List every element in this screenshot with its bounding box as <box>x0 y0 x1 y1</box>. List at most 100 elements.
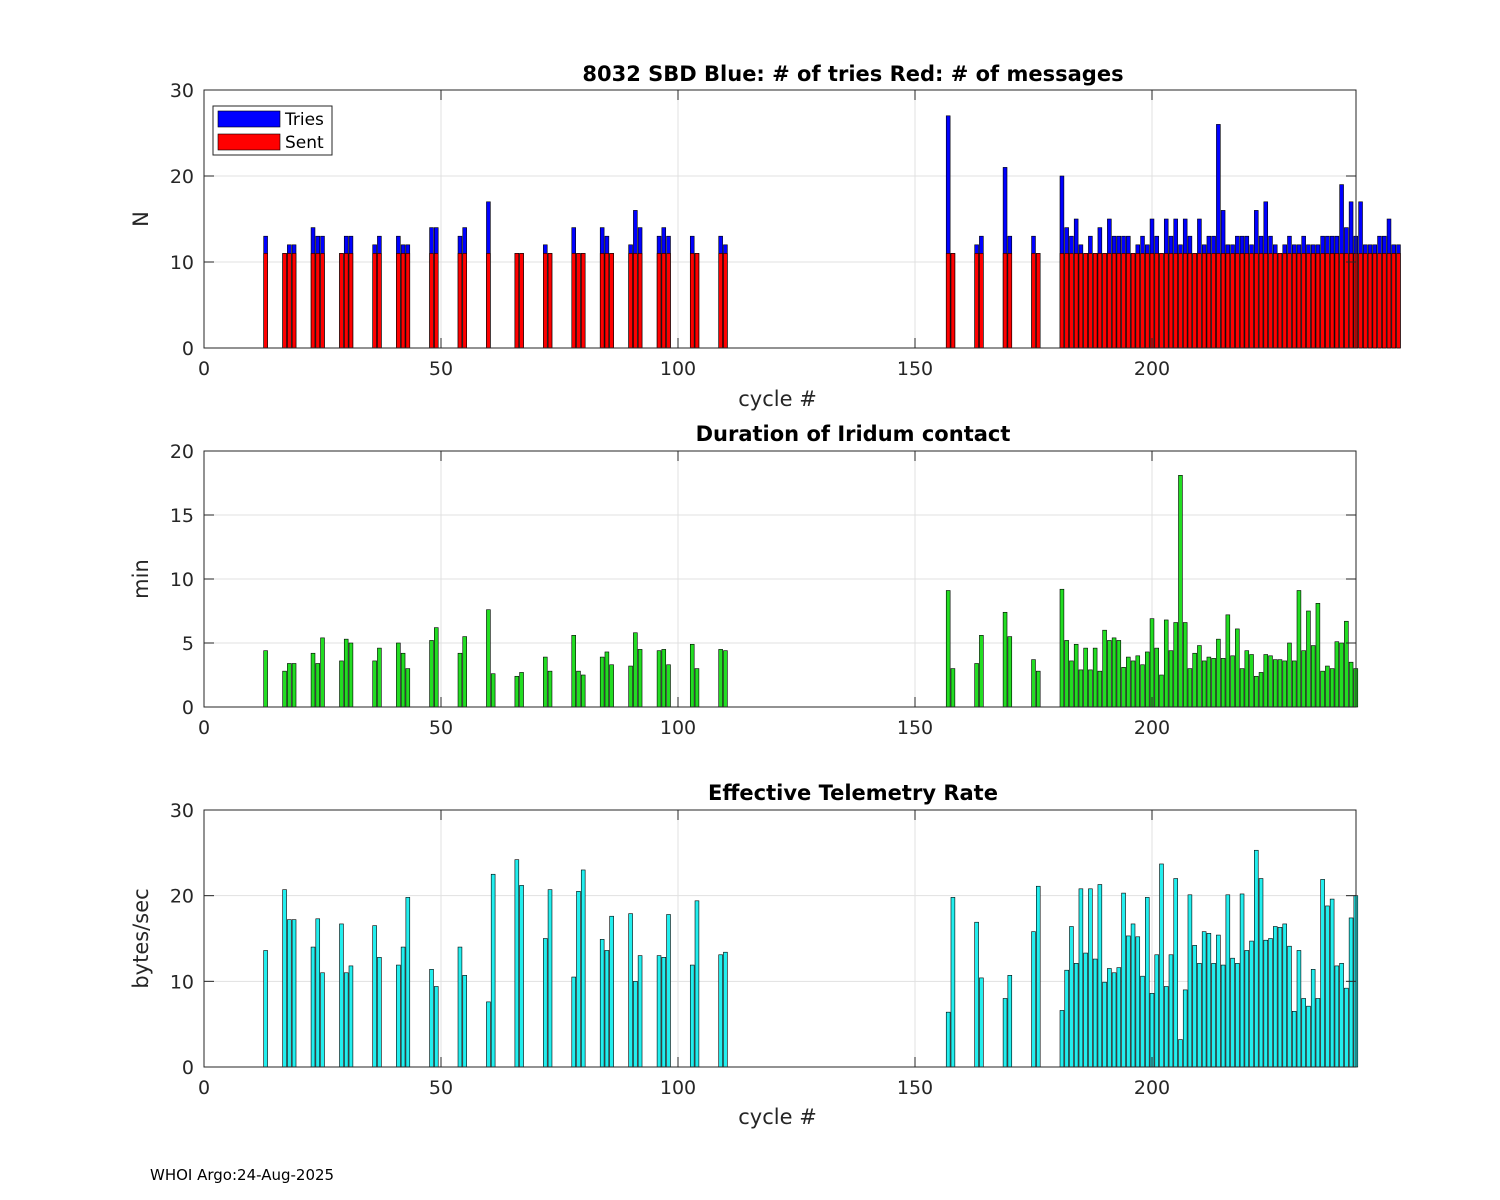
bar-rate <box>1002 998 1008 1068</box>
bar-sent <box>1396 253 1401 349</box>
bar-duration <box>1145 651 1150 708</box>
bar-rate <box>310 946 316 1068</box>
bar-sent <box>604 253 610 349</box>
bar-sent <box>543 253 548 349</box>
bar-sent <box>400 253 406 349</box>
bar-sent <box>1168 253 1174 349</box>
bar-sent <box>1078 253 1084 349</box>
bar-duration <box>1277 659 1283 708</box>
bar-duration <box>1031 659 1036 708</box>
y-axis-label: bytes/sec <box>129 888 153 988</box>
bar-sent <box>1088 253 1093 349</box>
bar-rate <box>396 964 401 1068</box>
bar-sent <box>1339 253 1344 349</box>
axes-box <box>203 809 1357 1068</box>
bar-duration <box>1249 654 1254 708</box>
bar-rate <box>1140 975 1145 1068</box>
bar-rate <box>604 950 610 1068</box>
bar-rate <box>1149 993 1155 1068</box>
bar-rate <box>429 969 434 1068</box>
chart-panel-1: 0 50 100 150 200 0 10 20 30 8032 SBD Blue: # of t… <box>129 62 1401 411</box>
bar-duration <box>291 663 297 708</box>
bar-duration <box>1287 642 1292 708</box>
bar-sent <box>633 253 638 349</box>
bar-rate <box>571 976 576 1068</box>
bar-duration <box>1178 475 1183 708</box>
bar-rate <box>1282 923 1287 1068</box>
bar-duration <box>1187 668 1193 708</box>
bar-sent <box>457 253 463 349</box>
bar-sent <box>1149 253 1155 349</box>
bar-duration <box>1116 640 1122 708</box>
y-tick-label: 20 <box>170 886 194 908</box>
bar-sent <box>263 253 268 349</box>
bar-sent <box>637 253 643 349</box>
bar-sent <box>1239 253 1245 349</box>
bar-sent <box>950 253 956 349</box>
bar-duration <box>1206 656 1212 708</box>
bar-sent <box>1064 253 1069 349</box>
x-tick-label: 0 <box>198 358 210 380</box>
bar-rate <box>315 918 321 1068</box>
chart-panel-2: 0 50 100 150 200 0 5 10 15 20 Duration of Iridum c… <box>129 422 1359 739</box>
bar-duration <box>576 670 581 708</box>
bar-sent <box>339 253 344 349</box>
bar-duration <box>633 632 638 708</box>
bar-duration <box>1235 628 1240 708</box>
bar-duration <box>547 670 553 708</box>
bar-rate <box>457 946 463 1068</box>
bar-rate <box>1007 975 1013 1068</box>
bar-rate <box>1334 965 1340 1068</box>
bar-duration <box>656 650 662 708</box>
axes-box <box>203 89 1357 349</box>
bar-rate <box>1154 954 1159 1068</box>
bar-rate <box>1097 884 1103 1068</box>
bar-duration <box>339 660 344 708</box>
bar-rate <box>576 891 581 1068</box>
bar-duration <box>694 668 700 708</box>
bar-duration <box>1083 647 1088 708</box>
bar-rate <box>950 897 956 1068</box>
bar-sent <box>1273 253 1278 349</box>
bar-sent <box>315 253 321 349</box>
bar-sent <box>1325 253 1330 349</box>
bar-rate <box>1258 878 1264 1068</box>
bar-duration <box>405 668 411 708</box>
bar-duration <box>666 664 671 708</box>
bar-sent <box>547 253 553 349</box>
chart-title: 8032 SBD Blue: # of tries Red: # of mess… <box>582 62 1123 86</box>
bar-sent <box>1206 253 1212 349</box>
bar-sent <box>580 253 586 349</box>
bar-rate <box>1069 926 1074 1068</box>
bar-duration <box>1348 661 1354 708</box>
bar-duration <box>1111 637 1117 708</box>
bar-rate <box>1088 888 1093 1068</box>
bar-rate <box>1211 963 1216 1068</box>
y-tick-label: 0 <box>182 1057 194 1079</box>
bar-duration <box>1320 670 1325 708</box>
y-tick-label: 20 <box>170 166 194 188</box>
bar-sent <box>1287 253 1292 349</box>
bar-rate <box>656 955 662 1068</box>
bar-rate <box>1178 1039 1183 1068</box>
bar-rate <box>1159 863 1164 1068</box>
x-tick-label: 50 <box>429 1077 453 1099</box>
bar-duration <box>1092 647 1098 708</box>
bar-rate <box>1220 964 1226 1068</box>
bar-sent <box>1282 253 1287 349</box>
bar-rate <box>628 913 633 1068</box>
legend: Tries Sent <box>212 105 333 156</box>
bar-rate <box>1273 926 1278 1068</box>
y-tick-label: 10 <box>170 569 194 591</box>
bar-sent <box>1187 253 1193 349</box>
bar-rate <box>519 885 524 1068</box>
bar-rate <box>1121 892 1126 1068</box>
bar-duration <box>1344 620 1349 708</box>
bar-sent <box>1220 253 1226 349</box>
bar-duration <box>1097 670 1103 708</box>
bar-rate <box>637 955 643 1068</box>
bar-rate <box>1036 885 1041 1068</box>
bar-sent <box>1372 253 1378 349</box>
bar-sent <box>1116 253 1122 349</box>
x-axis-label: cycle # <box>738 1105 817 1129</box>
